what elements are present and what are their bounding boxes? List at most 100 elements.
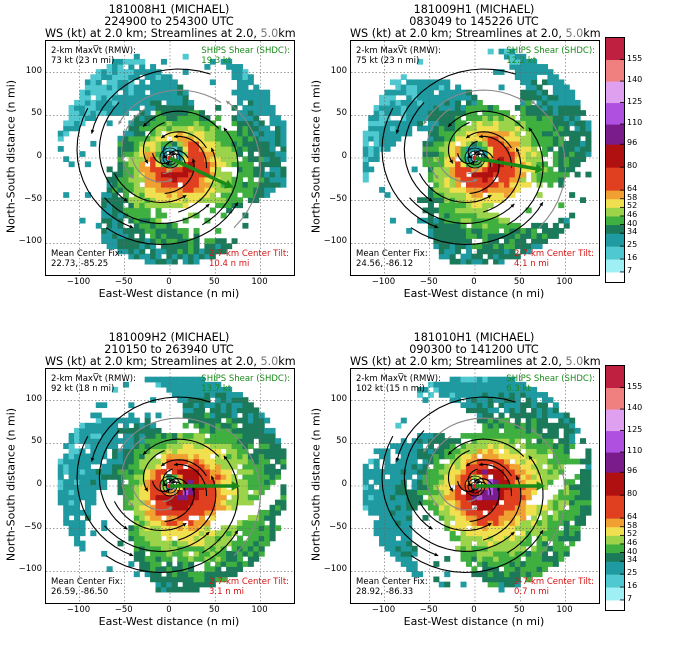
wind-cell [209,556,216,562]
wind-cell [274,125,282,132]
wind-cell [449,171,456,178]
streamline-arrow [528,455,533,460]
wind-cell [411,468,418,475]
wind-cell [106,427,113,434]
colorbar-band [606,178,624,181]
colorbar-band [606,244,624,247]
wind-cell [155,412,162,419]
wind-cell [509,58,516,65]
colorbar-band [606,172,624,175]
shear-arrow [475,481,545,491]
wind-cell [525,79,532,86]
wind-cell [493,115,500,122]
wind-cell [579,197,587,204]
wind-cell [465,509,472,516]
wind-cell [471,556,478,562]
wind-cell [563,535,570,542]
wind-cell [514,540,521,547]
wind-cell [427,89,434,96]
wind-cell [427,105,434,111]
wind-cell [368,509,375,516]
wind-cell [449,192,456,198]
wind-cell [498,504,505,511]
wind-cell [552,427,559,434]
wind-cell [269,443,276,450]
colorbar-band [606,88,624,91]
wind-cell [487,468,494,475]
wind-cell [182,130,189,137]
wind-cell [493,156,500,163]
wind-cell [520,171,527,178]
wind-cell [422,84,429,91]
wind-cell [368,494,375,501]
wind-cell [487,228,494,234]
wind-cell [226,197,233,204]
wind-cell [536,171,543,178]
wind-cell [226,171,233,178]
wind-cell [188,417,195,424]
wind-cell [177,381,184,388]
wind-cell [579,489,587,496]
streamline-arrow [174,134,178,139]
wind-cell [503,140,510,147]
wind-cell [498,545,505,552]
wind-cell [231,89,238,96]
wind-cell [236,535,244,542]
wind-cell [444,509,451,516]
wind-cell [95,448,102,455]
wind-cell [215,443,222,450]
wind-cell [242,545,249,552]
wind-cell [247,110,254,116]
wind-cell [422,156,429,163]
wind-cell [406,509,413,516]
wind-cell [482,468,489,475]
wind-cell [514,222,521,229]
wind-cell [258,484,265,491]
colorbar-band [606,531,624,533]
wind-cell [384,105,391,111]
colorbar-band [606,546,624,549]
wind-cell [128,156,135,163]
wind-cell [487,197,494,204]
wind-cell [198,463,205,470]
colorbar-band [606,584,624,587]
wind-cell [182,397,189,403]
wind-cell [204,156,211,163]
streamline [465,459,512,477]
wind-cell [139,438,146,444]
wind-cell [422,448,429,455]
colorbar-tick-label: 64 [627,512,638,522]
wind-cell [460,392,467,398]
wind-cell [389,479,396,485]
wind-cell [226,130,233,137]
wind-cell [482,402,489,409]
wind-cell [133,192,140,198]
colorbar-band [606,266,624,269]
wind-cell [231,161,238,168]
wind-cell [585,140,592,147]
wind-cell [395,89,402,96]
wind-cell [57,130,64,137]
wind-cell [547,140,554,147]
wind-cell [209,197,216,204]
wind-cell [422,479,429,485]
wind-cell [558,463,565,470]
wind-cell [193,479,200,485]
wind-cell [406,566,413,573]
wind-cell [63,192,70,198]
tilt-annotation: 2-7-km Center Tilt: 10.4 n mi [209,249,289,269]
wind-cell [247,151,254,157]
wind-cell [514,74,521,81]
wind-cell [552,156,559,163]
wind-cell [280,448,287,455]
wind-cell [368,484,375,491]
wind-cell [182,550,189,557]
wind-cell [460,530,467,537]
wind-cell [487,222,494,229]
wind-cell [379,120,386,127]
wind-cell [531,392,538,398]
wind-cell [406,89,413,96]
colorbar-band [606,72,624,75]
wind-cell [552,89,559,96]
wind-cell [503,474,510,480]
